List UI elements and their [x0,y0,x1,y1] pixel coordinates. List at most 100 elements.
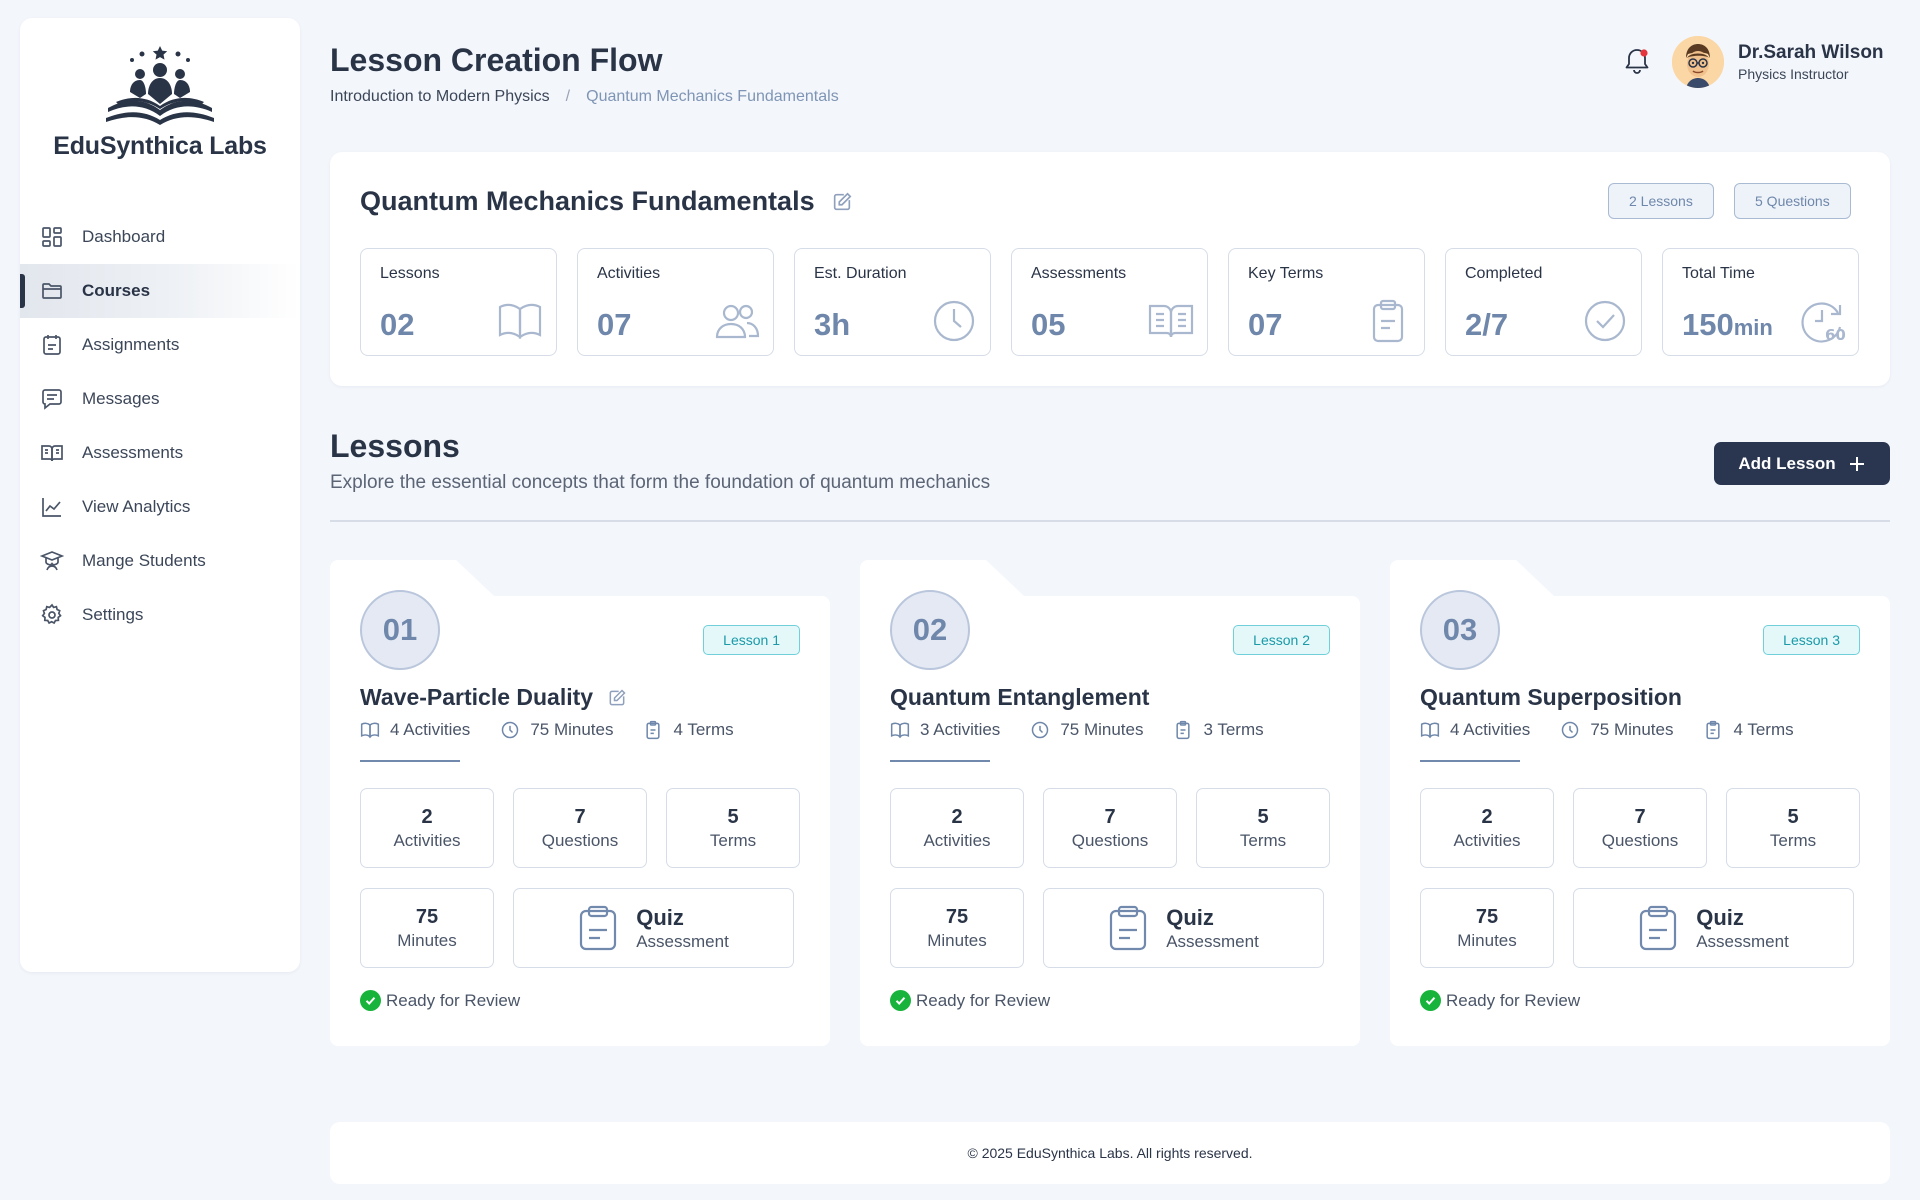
title-underline [360,760,460,762]
assessment-type: Quiz [1166,904,1214,930]
avatar[interactable] [1672,36,1724,88]
check-circle-icon [360,990,381,1011]
footer: © 2025 EduSynthica Labs. All rights rese… [330,1122,1890,1184]
graduate-icon [40,551,64,571]
stat-value: 07 [597,307,632,342]
status-text: Ready for Review [916,990,1051,1010]
meta-text: 4 Terms [1733,720,1794,739]
stat-box-activities: 2 Activities [890,788,1024,868]
sidebar-item-label: Assessments [82,443,184,462]
users-icon [715,304,760,339]
stat-label: Completed [1465,265,1543,282]
lesson-badge: Lesson 3 [1763,625,1860,655]
stat-value-number: 150 [1682,307,1734,342]
brand-logo[interactable]: EduSynthica Labs [20,44,300,161]
course-title: Quantum Mechanics Fundamentals [360,186,853,217]
lesson-number: 01 [360,590,440,670]
meta-text: 4 Terms [673,720,734,739]
meta-duration: 75 Minutes [1560,720,1673,740]
box-label: Questions [541,831,619,850]
add-lesson-button[interactable]: Add Lesson [1714,442,1890,485]
user-role: Physics Instructor [1738,66,1849,82]
breadcrumb-item-current: Quantum Mechanics Fundamentals [586,88,839,105]
box-label: Activities [393,831,461,850]
box-label: Terms [709,831,757,850]
sidebar-item-courses[interactable]: Courses [20,264,300,318]
brand-name: EduSynthica Labs [53,132,267,160]
sidebar-item-view-analytics[interactable]: View Analytics [20,480,300,534]
assessment-type: Quiz [1696,904,1744,930]
breadcrumb-item-course[interactable]: Introduction to Modern Physics [330,88,550,105]
stat-box-minutes: 75 Minutes [1420,888,1554,968]
assessment-type: Quiz [636,904,684,930]
box-value: 2 [951,806,963,828]
edit-icon[interactable] [607,688,627,708]
avatar-face-icon [1672,36,1724,88]
clipboard-icon [1110,905,1147,951]
clipboard-icon [1176,720,1191,740]
sidebar-item-label: Assignments [82,335,180,354]
lesson-status: Ready for Review [1420,990,1580,1011]
box-value: 75 [945,906,969,928]
lesson-card[interactable]: 01 Lesson 1 Wave-Particle Duality 4 Acti… [330,560,830,1046]
assessment-label: Assessment [636,931,729,951]
book-open-icon [1148,304,1194,338]
lesson-title: Quantum Superposition [1420,684,1682,711]
edit-icon[interactable] [831,191,853,213]
sidebar-item-settings[interactable]: Settings [20,588,300,642]
assessment-box[interactable]: Quiz Assessment [513,888,794,968]
notification-button[interactable] [1622,46,1652,76]
sidebar-item-manage-students[interactable]: Mange Students [20,534,300,588]
sidebar-item-assignments[interactable]: Assignments [20,318,300,372]
stat-label: Lessons [380,265,440,282]
assessment-box[interactable]: Quiz Assessment [1573,888,1854,968]
box-value: 5 [1787,806,1799,828]
clock-icon [933,300,975,342]
meta-text: 75 Minutes [530,720,614,739]
dashboard-icon [42,227,62,247]
sidebar-item-assessments[interactable]: Assessments [20,426,300,480]
stat-lessons: Lessons 02 [360,248,557,356]
meta-text: 4 Activities [390,720,471,739]
status-text: Ready for Review [386,990,521,1010]
box-label: Activities [923,831,991,850]
clock-icon [1032,721,1049,739]
sidebar-item-dashboard[interactable]: Dashboard [20,210,300,264]
assessment-box[interactable]: Quiz Assessment [1043,888,1324,968]
sidebar: EduSynthica Labs Dashboard Courses Assig… [20,18,300,972]
stat-value: 05 [1031,307,1066,342]
lesson-card[interactable]: 02 Lesson 2 Quantum Entanglement 3 Activ… [860,560,1360,1046]
lesson-card[interactable]: 03 Lesson 3 Quantum Superposition 4 Acti… [1390,560,1890,1046]
lesson-title-text: Wave-Particle Duality [360,684,594,710]
title-underline [890,760,990,762]
stat-box-terms: 5 Terms [1196,788,1330,868]
book-icon [1420,722,1440,739]
box-label: Questions [1071,831,1149,850]
assessment-text: Quiz Assessment [1696,905,1789,952]
box-value: 2 [421,806,433,828]
sidebar-item-messages[interactable]: Messages [20,372,300,426]
book-icon [360,722,380,739]
assessment-text: Quiz Assessment [636,905,729,952]
check-circle-icon [1584,300,1626,342]
lesson-meta: 4 Activities 75 Minutes 4 Terms [1420,720,1824,740]
page-title: Lesson Creation Flow [330,42,663,78]
questions-count-chip: 5 Questions [1734,183,1851,219]
sidebar-item-label: Settings [82,605,144,624]
meta-text: 75 Minutes [1590,720,1674,739]
message-icon [42,389,62,410]
lesson-badge: Lesson 2 [1233,625,1330,655]
clipboard-icon [646,720,661,740]
svg-text:60: 60 [1825,326,1846,344]
stat-label: Total Time [1682,265,1755,282]
sidebar-item-label: View Analytics [82,497,191,516]
box-value: 7 [1634,806,1646,828]
check-circle-icon [1420,990,1441,1011]
book-open-icon [41,445,63,462]
meta-terms: 3 Terms [1173,720,1264,740]
book-icon [498,303,542,340]
stat-activities: Activities 07 [577,248,774,356]
box-value: 75 [1475,906,1499,928]
plus-icon [1849,456,1864,471]
breadcrumb: Introduction to Modern Physics / Quantum… [330,88,839,106]
